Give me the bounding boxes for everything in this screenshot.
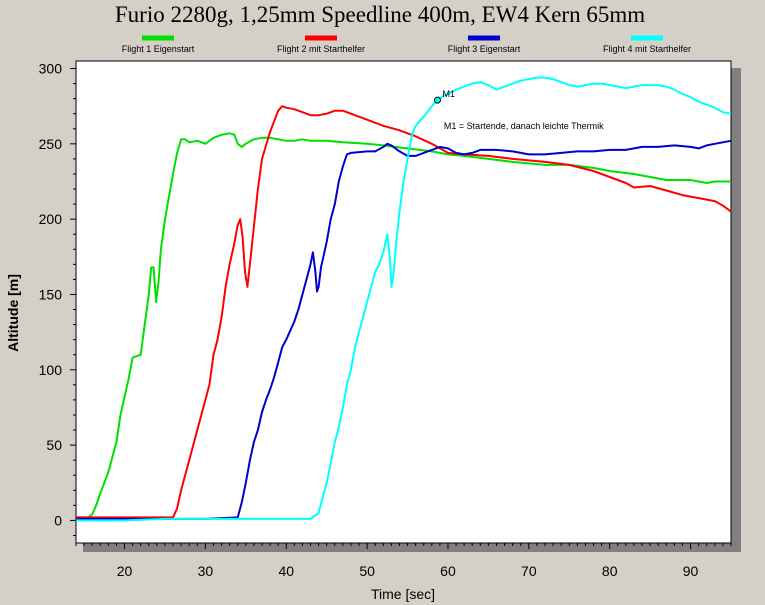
- series-line: [76, 76, 732, 522]
- plot-area: [75, 60, 732, 544]
- y-tick-label: 200: [39, 211, 63, 227]
- y-axis-label: Altitude [m]: [5, 274, 21, 352]
- y-tick-label: 50: [46, 437, 62, 453]
- marker-label: M1: [442, 89, 455, 99]
- legend-label: Flight 4 mit Starthelfer: [603, 44, 691, 54]
- series-line: [76, 105, 732, 519]
- legend-label: Flight 2 mit Starthelfer: [277, 44, 365, 54]
- x-tick-label: 70: [521, 563, 537, 579]
- y-tick-label: 250: [39, 136, 63, 152]
- series-group: [76, 76, 732, 522]
- legend-label: Flight 3 Eigenstart: [448, 44, 521, 54]
- x-tick-label: 90: [683, 563, 699, 579]
- legend-label: Flight 1 Eigenstart: [122, 44, 195, 54]
- x-tick-label: 50: [359, 563, 375, 579]
- y-tick-label: 150: [39, 286, 63, 302]
- annotations: M1 M1 = Startende, danach leichte Thermik: [433, 89, 604, 131]
- x-axis-label: Time [sec]: [371, 586, 435, 602]
- series-line: [76, 132, 731, 519]
- x-tick-label: 60: [440, 563, 456, 579]
- x-tick-label: 40: [278, 563, 294, 579]
- annotation-note: M1 = Startende, danach leichte Thermik: [444, 121, 604, 131]
- x-tick-label: 30: [198, 563, 214, 579]
- axes: 20 30 40 50 60 70 80 90 0 50 100 150 200 250 300: [39, 61, 732, 579]
- y-tick-label: 300: [39, 61, 63, 77]
- marker-m1: [433, 96, 441, 104]
- y-tick-label: 0: [54, 512, 62, 528]
- x-tick-label: 20: [117, 563, 133, 579]
- legend: Flight 1 Eigenstart Flight 2 mit Starthel…: [122, 35, 691, 54]
- y-tick-label: 100: [39, 362, 63, 378]
- chart-title: Furio 2280g, 1,25mm Speedline 400m, EW4 …: [115, 2, 645, 27]
- x-tick-label: 80: [602, 563, 618, 579]
- series-line: [76, 139, 732, 520]
